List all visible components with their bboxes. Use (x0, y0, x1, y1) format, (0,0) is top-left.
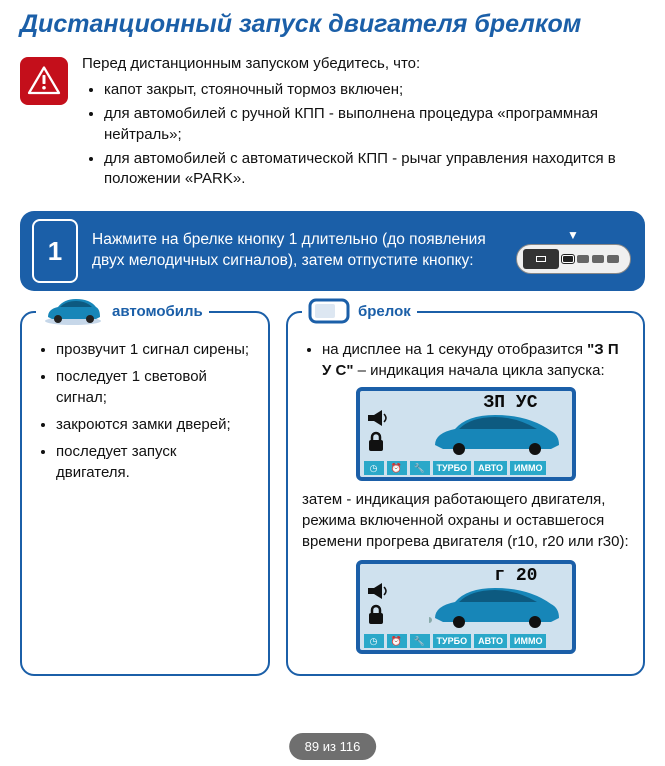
status-tag: АВТО (474, 634, 507, 648)
warning-icon (20, 57, 68, 105)
fob-display-2: г 20 (356, 560, 576, 654)
status-tag: ТУРБО (433, 461, 472, 475)
warning-lead: Перед дистанционным запуском убедитесь, … (82, 55, 645, 72)
fob-display-1: ЗП УС (356, 387, 576, 481)
warning-block: Перед дистанционным запуском убедитесь, … (20, 55, 645, 193)
step-text: Нажмите на брелке кнопку 1 длительно (до… (92, 230, 499, 272)
alarm-icon: ⏰ (387, 461, 407, 475)
lock-icon (366, 604, 386, 626)
horn-icon (366, 582, 390, 600)
display-car-icon (429, 582, 564, 630)
remote-arrow-icon: ▼ (567, 228, 579, 242)
step-box: 1 Нажмите на брелке кнопку 1 длительно (… (20, 211, 645, 291)
display-1-status-bar: ◷ ⏰ 🔧 ТУРБО АВТО ИММО (364, 461, 568, 475)
fob-column-tab: брелок (302, 295, 417, 327)
car-icon (42, 295, 104, 327)
warning-item: капот закрыт, стояночный тормоз включен; (104, 80, 645, 100)
clock-icon: ◷ (364, 634, 384, 648)
remote-button-4 (607, 255, 619, 263)
alarm-icon: ⏰ (387, 634, 407, 648)
remote-illustration: ▼ (513, 226, 633, 276)
car-event: прозвучит 1 сигнал сирены; (56, 339, 254, 360)
car-column: автомобиль прозвучит 1 сигнал сирены; по… (20, 311, 270, 676)
fob-middle-text: затем - индикация работающего двигателя,… (302, 489, 629, 552)
display-2-status-bar: ◷ ⏰ 🔧 ТУРБО АВТО ИММО (364, 634, 568, 648)
step-number: 1 (32, 219, 78, 283)
warning-list: капот закрыт, стояночный тормоз включен;… (82, 80, 645, 189)
status-tag: АВТО (474, 461, 507, 475)
remote-button-3 (592, 255, 604, 263)
display-car-icon (429, 409, 564, 457)
status-tag: ТУРБО (433, 634, 472, 648)
remote-button-2 (577, 255, 589, 263)
car-event: закроются замки дверей; (56, 414, 254, 435)
clock-icon: ◷ (364, 461, 384, 475)
status-tag: ИММО (510, 634, 546, 648)
car-column-label: автомобиль (112, 303, 203, 320)
page-indicator: 89 из 116 (289, 733, 377, 760)
fob-column-label: брелок (358, 303, 411, 320)
car-column-tab: автомобиль (36, 295, 209, 327)
fob-icon (308, 295, 350, 327)
page-title: Дистанционный запуск двигателя брелком (20, 10, 645, 39)
remote-button-1 (562, 255, 574, 263)
car-event: последует запуск двигателя. (56, 441, 254, 483)
remote-body (516, 244, 631, 274)
remote-screen-icon (523, 249, 559, 269)
lock-icon (366, 431, 386, 453)
exhaust-icon (429, 616, 432, 623)
fob-events-list: на дисплее на 1 секунду отобразится "З П… (302, 339, 629, 381)
wrench-icon: 🔧 (410, 634, 430, 648)
wrench-icon: 🔧 (410, 461, 430, 475)
warning-item: для автомобилей с ручной КПП - выполнена… (104, 104, 645, 145)
fob-intro: на дисплее на 1 секунду отобразится "З П… (322, 339, 629, 381)
car-event: последует 1 световой сигнал; (56, 366, 254, 408)
car-events-list: прозвучит 1 сигнал сирены; последует 1 с… (36, 339, 254, 483)
fob-column: брелок на дисплее на 1 секунду отобразит… (286, 311, 645, 676)
horn-icon (366, 409, 390, 427)
status-tag: ИММО (510, 461, 546, 475)
warning-item: для автомобилей с автоматической КПП - р… (104, 149, 645, 190)
